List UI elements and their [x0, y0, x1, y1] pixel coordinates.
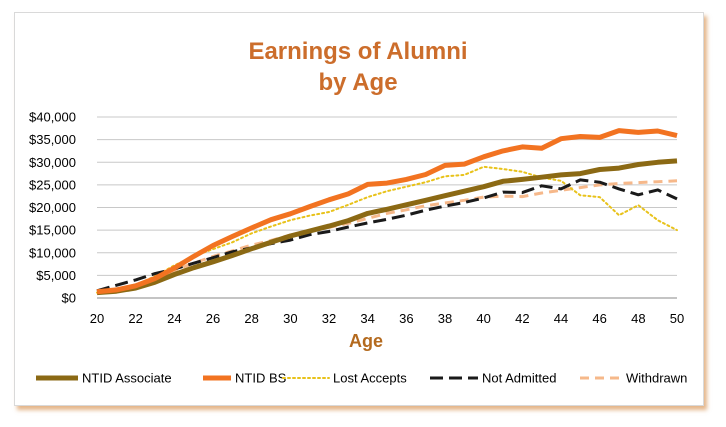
- series-lines: [96, 128, 678, 296]
- y-tick-label: $10,000: [29, 245, 76, 260]
- chart-frame: [14, 12, 704, 406]
- legend-label: NTID BS: [235, 371, 287, 386]
- y-tick-label: $25,000: [29, 177, 76, 192]
- series-line: [96, 179, 678, 294]
- chart-title-line-1: Earnings of Alumni: [248, 38, 467, 65]
- x-axis-title: Age: [349, 331, 383, 351]
- y-tick-label: $0: [62, 291, 76, 306]
- legend-item: Not Admitted: [430, 371, 556, 386]
- x-tick-label: 20: [90, 311, 104, 326]
- x-tick-label: 32: [322, 311, 336, 326]
- legend-label: NTID Associate: [82, 371, 172, 386]
- x-tick-label: 44: [554, 311, 568, 326]
- x-tick-label: 50: [670, 311, 684, 326]
- legend-item: Lost Accepts: [282, 371, 407, 386]
- x-tick-label: 48: [631, 311, 645, 326]
- x-axis-tick-labels: 20 22 24 26 28 30 32 34 36 38 40 42 44 46 48 50: [90, 311, 684, 326]
- chart-title: Earnings of Alumni by Age: [248, 38, 467, 96]
- x-tick-label: 40: [476, 311, 490, 326]
- legend-item: NTID BS: [203, 371, 287, 386]
- x-tick-label: 22: [128, 311, 142, 326]
- legend-item: Withdrawn: [580, 371, 687, 386]
- y-tick-label: $40,000: [29, 110, 76, 125]
- x-tick-label: 28: [244, 311, 258, 326]
- legend-label: Withdrawn: [626, 371, 687, 386]
- y-tick-label: $35,000: [29, 132, 76, 147]
- legend-label: Not Admitted: [482, 371, 556, 386]
- y-tick-label: $30,000: [29, 155, 76, 170]
- x-tick-label: 38: [438, 311, 452, 326]
- chart-title-line-2: by Age: [318, 69, 397, 96]
- y-tick-label: $5,000: [36, 268, 76, 283]
- x-tick-label: 24: [167, 311, 181, 326]
- legend: NTID Associate NTID BS Lost Accepts Not Adm…: [36, 371, 687, 386]
- y-tick-label: $15,000: [29, 223, 76, 238]
- x-tick-label: 26: [206, 311, 220, 326]
- legend-item: NTID Associate: [36, 371, 172, 386]
- x-tick-label: 46: [592, 311, 606, 326]
- y-tick-label: $20,000: [29, 200, 76, 215]
- x-tick-label: 42: [515, 311, 529, 326]
- x-tick-label: 34: [360, 311, 374, 326]
- x-tick-label: 30: [283, 311, 297, 326]
- legend-label: Lost Accepts: [333, 371, 407, 386]
- series-line: [96, 158, 678, 296]
- y-axis-tick-labels: $0 $5,000 $10,000 $15,000 $20,000 $25,000 $30,…: [29, 110, 76, 306]
- x-tick-label: 36: [399, 311, 413, 326]
- series-line: [96, 178, 678, 293]
- series-line: [96, 128, 678, 295]
